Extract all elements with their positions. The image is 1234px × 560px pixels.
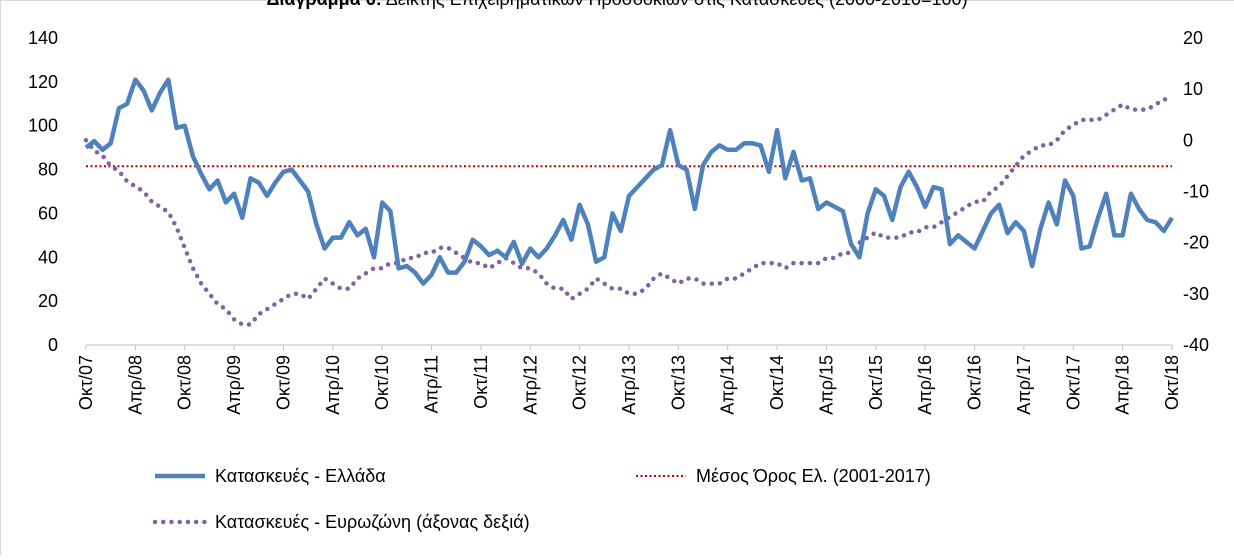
x-tick-label: Απρ/10 xyxy=(323,355,343,415)
series-line xyxy=(86,99,1172,324)
x-tick-label: Οκτ/10 xyxy=(372,355,392,410)
x-tick-label: Οκτ/16 xyxy=(965,355,985,410)
x-tick-label: Οκτ/17 xyxy=(1063,355,1083,410)
x-tick-label: Απρ/18 xyxy=(1113,355,1133,415)
x-tick-label: Απρ/14 xyxy=(718,355,738,415)
series-line xyxy=(86,80,1172,284)
y2-tick-label: -10 xyxy=(1183,182,1209,202)
y2-tick-label: 20 xyxy=(1183,28,1203,48)
legend-label: Μέσος Όρος Ελ. (2001-2017) xyxy=(696,466,931,486)
x-tick-label: Οκτ/07 xyxy=(76,355,96,410)
y-tick-label: 120 xyxy=(28,72,58,92)
x-tick-label: Απρ/17 xyxy=(1014,355,1034,415)
y-tick-label: 140 xyxy=(28,28,58,48)
x-tick-label: Οκτ/09 xyxy=(273,355,293,410)
y2-tick-label: -40 xyxy=(1183,335,1209,355)
x-tick-label: Οκτ/14 xyxy=(767,355,787,410)
y-tick-label: 80 xyxy=(38,160,58,180)
x-tick-label: Απρ/15 xyxy=(816,355,836,415)
chart-title: Διάγραμμα 6: Δείκτης Επιχειρηματικών Προ… xyxy=(266,0,967,9)
title-label: Διάγραμμα 6: xyxy=(266,0,381,9)
x-tick-label: Απρ/09 xyxy=(224,355,244,415)
x-tick-label: Οκτ/12 xyxy=(570,355,590,410)
legend-label: Κατασκευές - Ευρωζώνη (άξονας δεξιά) xyxy=(215,512,530,532)
y-tick-label: 0 xyxy=(48,335,58,355)
legend-label: Κατασκευές - Ελλάδα xyxy=(215,466,386,486)
y2-tick-label: 10 xyxy=(1183,79,1203,99)
x-tick-label: Οκτ/18 xyxy=(1162,355,1182,410)
x-tick-label: Απρ/12 xyxy=(520,355,540,415)
y-tick-label: 100 xyxy=(28,116,58,136)
y-tick-label: 60 xyxy=(38,203,58,223)
x-tick-label: Οκτ/13 xyxy=(668,355,688,410)
y2-tick-label: -30 xyxy=(1183,284,1209,304)
y2-tick-label: 0 xyxy=(1183,130,1193,150)
x-tick-label: Απρ/08 xyxy=(125,355,145,415)
x-tick-label: Απρ/11 xyxy=(422,355,442,413)
title-text: Δείκτης Επιχειρηματικών Προσδοκιών στις … xyxy=(386,0,968,9)
x-tick-label: Οκτ/11 xyxy=(471,355,491,409)
x-tick-label: Οκτ/15 xyxy=(866,355,886,410)
y-tick-label: 20 xyxy=(38,291,58,311)
y-tick-label: 40 xyxy=(38,247,58,267)
x-tick-label: Απρ/13 xyxy=(619,355,639,415)
x-tick-label: Οκτ/08 xyxy=(175,355,195,410)
y2-tick-label: -20 xyxy=(1183,233,1209,253)
x-tick-label: Απρ/16 xyxy=(915,355,935,415)
